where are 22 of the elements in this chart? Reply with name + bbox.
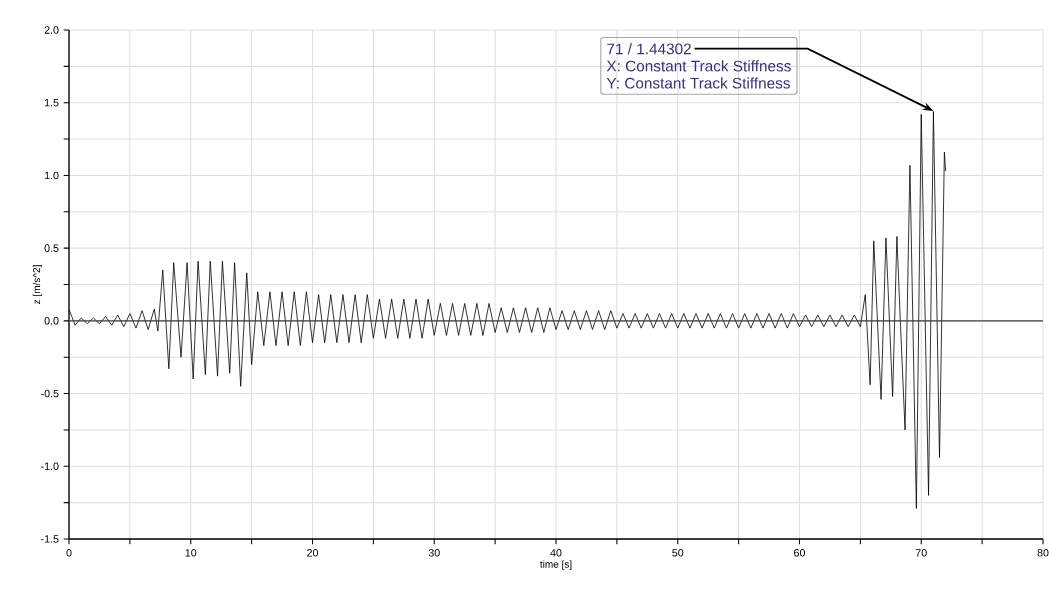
x-tick-label: 40 — [550, 549, 562, 557]
annotation: 71 / 1.44302 — [607, 43, 691, 55]
y-tick-label: 0.5 — [44, 244, 59, 252]
y-tick-label: 1.0 — [44, 171, 59, 180]
annotation: X: Constant Track Stiffness — [606, 60, 791, 72]
x-axis-title: time [s] — [540, 560, 572, 570]
annotation: Y: Constant Track Stiffness — [606, 77, 790, 89]
x-tick-label: 0 — [66, 549, 72, 557]
y-tick-label: -0.5 — [41, 389, 59, 398]
x-tick-label: 10 — [185, 549, 197, 557]
y-tick-label: 1.5 — [44, 98, 59, 107]
x-tick-label: 80 — [1037, 549, 1049, 557]
x-tick-label: 70 — [915, 549, 927, 557]
x-tick-label: 60 — [794, 549, 806, 557]
y-axis-title: z [m/s^2] — [32, 265, 43, 304]
x-tick-label: 30 — [428, 549, 440, 557]
x-tick-label: 20 — [307, 549, 319, 557]
x-tick-label: 50 — [672, 549, 684, 557]
y-tick-label: -1.5 — [41, 535, 59, 543]
y-tick-label: 2.0 — [44, 26, 59, 34]
y-tick-label: 0.0 — [44, 317, 59, 325]
y-tick-label: -1.0 — [41, 462, 59, 471]
